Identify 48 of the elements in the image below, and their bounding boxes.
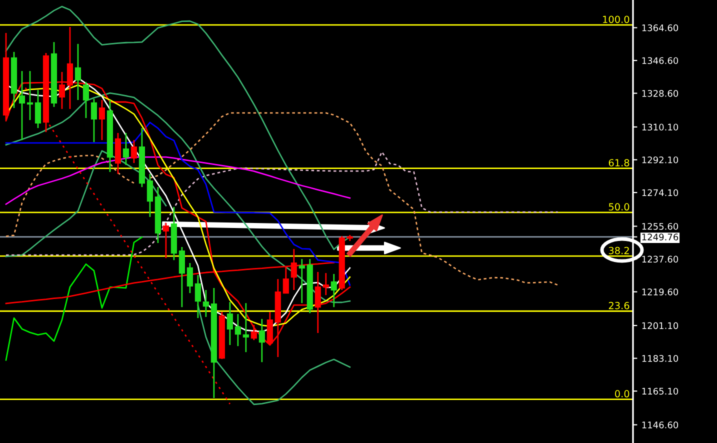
y-tick-label: 1237.60 (642, 256, 678, 263)
annotation: 0.0 (615, 390, 630, 398)
candlestick (194, 274, 201, 319)
y-tick-label: 1146.60 (642, 422, 678, 428)
y-tick-label: 1310.10 (642, 124, 678, 131)
y-tick-label: 1249.76 (642, 234, 678, 240)
candlestick (202, 289, 209, 318)
y-tick-label: 1346.60 (642, 57, 678, 64)
y-tick-label: 1165.10 (642, 388, 678, 395)
candlestick (74, 43, 82, 101)
candlestick (18, 70, 26, 141)
candlestick (250, 324, 257, 341)
line-series (5, 122, 351, 286)
candlestick (82, 81, 90, 119)
candlestick (258, 318, 265, 363)
candlestick (242, 302, 249, 353)
annotation: 50.0 (608, 203, 630, 211)
candlestick (90, 98, 98, 143)
candlestick (282, 266, 289, 294)
y-tick-label: 1274.10 (642, 189, 678, 196)
y-tick-label: 1328.60 (642, 90, 678, 97)
candlestick (330, 273, 337, 308)
candlestick (314, 271, 321, 334)
y-tick-label: 1219.60 (642, 288, 678, 296)
y-tick-label: 1255.60 (642, 222, 678, 230)
candlestick (322, 272, 329, 296)
y-tick-label: 1201.10 (642, 322, 678, 330)
candlestick (162, 222, 169, 259)
y-tick-label: 1292.10 (642, 156, 678, 164)
annotation: 38.2 (608, 246, 629, 254)
candlestick (130, 139, 137, 164)
candlestick (186, 262, 193, 294)
annotation: 23.6 (608, 302, 630, 310)
annotation: 100.0 (603, 16, 630, 24)
candlestick (122, 132, 129, 166)
candlestick (146, 173, 153, 218)
candlestick (234, 313, 241, 347)
line-series (5, 236, 143, 361)
candlestick (34, 89, 42, 129)
annotation: 61.8 (608, 159, 630, 166)
candlestick (298, 258, 305, 304)
line-series (5, 151, 559, 256)
candlestick (226, 301, 233, 346)
y-tick-label: 1364.60 (642, 24, 678, 32)
candlestick (98, 99, 105, 141)
y-tick-label: 1183.10 (642, 355, 678, 362)
candlestick (26, 70, 34, 121)
candlestick (178, 246, 185, 308)
